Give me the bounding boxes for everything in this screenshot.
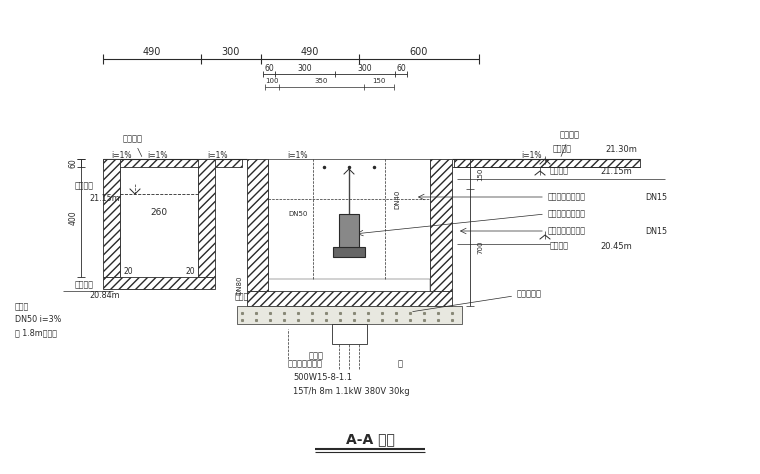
Text: 60: 60 [264,64,274,73]
Bar [454,159,640,167]
Bar [247,159,268,291]
Text: 700: 700 [477,241,483,254]
Text: DN50 i=3%: DN50 i=3% [15,316,62,325]
Text: 300: 300 [222,47,240,57]
Text: DN50: DN50 [288,211,308,217]
Text: 绝对标高: 绝对标高 [75,182,94,191]
Text: 兼内圈潜水排污泵: 兼内圈潜水排污泵 [548,210,586,219]
Text: 外圈可调直流喷头: 外圈可调直流喷头 [548,227,586,236]
Bar [247,291,452,306]
Text: i=1%: i=1% [111,151,131,159]
Text: 260: 260 [150,208,167,217]
Text: 工水沟: 工水沟 [235,292,249,301]
Bar [268,159,430,279]
Bar [339,214,359,249]
Text: 21.15m: 21.15m [600,166,632,175]
Text: 石板铺砌: 石板铺砌 [123,134,143,156]
Text: i=1%: i=1% [287,151,307,159]
Text: 400: 400 [68,210,78,225]
Text: A-A 剖面: A-A 剖面 [346,432,394,446]
Text: 外圈潜水排污泵: 外圈潜水排污泵 [288,359,323,368]
Text: i=1%: i=1% [147,151,168,159]
Bar [333,247,365,257]
Text: 490: 490 [301,47,319,57]
Text: 20.45m: 20.45m [600,241,632,250]
Text: 内圈可调直流喷头: 内圈可调直流喷头 [548,192,586,201]
Text: 21.30m: 21.30m [605,145,637,154]
Bar [103,159,120,277]
Text: 钢筋混凝土: 钢筋混凝土 [413,289,542,311]
Text: 20: 20 [123,266,133,275]
Bar [331,324,366,344]
Text: 绝对标高: 绝对标高 [550,241,569,250]
Text: 隔 1.8m放一根: 隔 1.8m放一根 [15,328,57,337]
Text: 150: 150 [477,167,483,181]
Text: 绝对标高: 绝对标高 [75,281,94,290]
Text: 石板铺砌: 石板铺砌 [560,130,580,156]
Text: 20: 20 [185,266,195,275]
Bar [103,277,215,289]
Text: 20.84m: 20.84m [89,291,119,300]
Text: 150: 150 [372,78,385,84]
Text: 100: 100 [265,78,279,84]
Bar [103,159,242,167]
Text: 绝对标高: 绝对标高 [553,145,572,154]
Text: 600: 600 [410,47,428,57]
Text: 绝对标高: 绝对标高 [550,166,569,175]
Text: DN40: DN40 [394,189,400,209]
Bar [430,159,452,291]
Text: 60: 60 [396,64,406,73]
Bar [237,306,462,324]
Bar [198,159,215,277]
Text: 集水沟: 集水沟 [309,352,324,361]
Text: 500W15-8-1.1: 500W15-8-1.1 [293,374,352,383]
Bar [268,279,430,306]
Text: 300: 300 [358,64,372,73]
Text: 21.15m: 21.15m [89,193,120,202]
Text: DN15: DN15 [645,192,667,201]
Text: i=1%: i=1% [522,151,542,159]
Text: i=1%: i=1% [207,151,227,159]
Bar [120,159,198,289]
Text: DN80: DN80 [236,275,242,295]
Text: 排水管: 排水管 [15,302,29,311]
Text: 型: 型 [398,359,403,368]
Text: 300: 300 [298,64,312,73]
Text: 60: 60 [68,158,78,168]
Text: DN15: DN15 [645,227,667,236]
Text: 15T/h 8m 1.1kW 380V 30kg: 15T/h 8m 1.1kW 380V 30kg [293,386,410,395]
Text: 490: 490 [143,47,161,57]
Text: 350: 350 [315,78,328,84]
